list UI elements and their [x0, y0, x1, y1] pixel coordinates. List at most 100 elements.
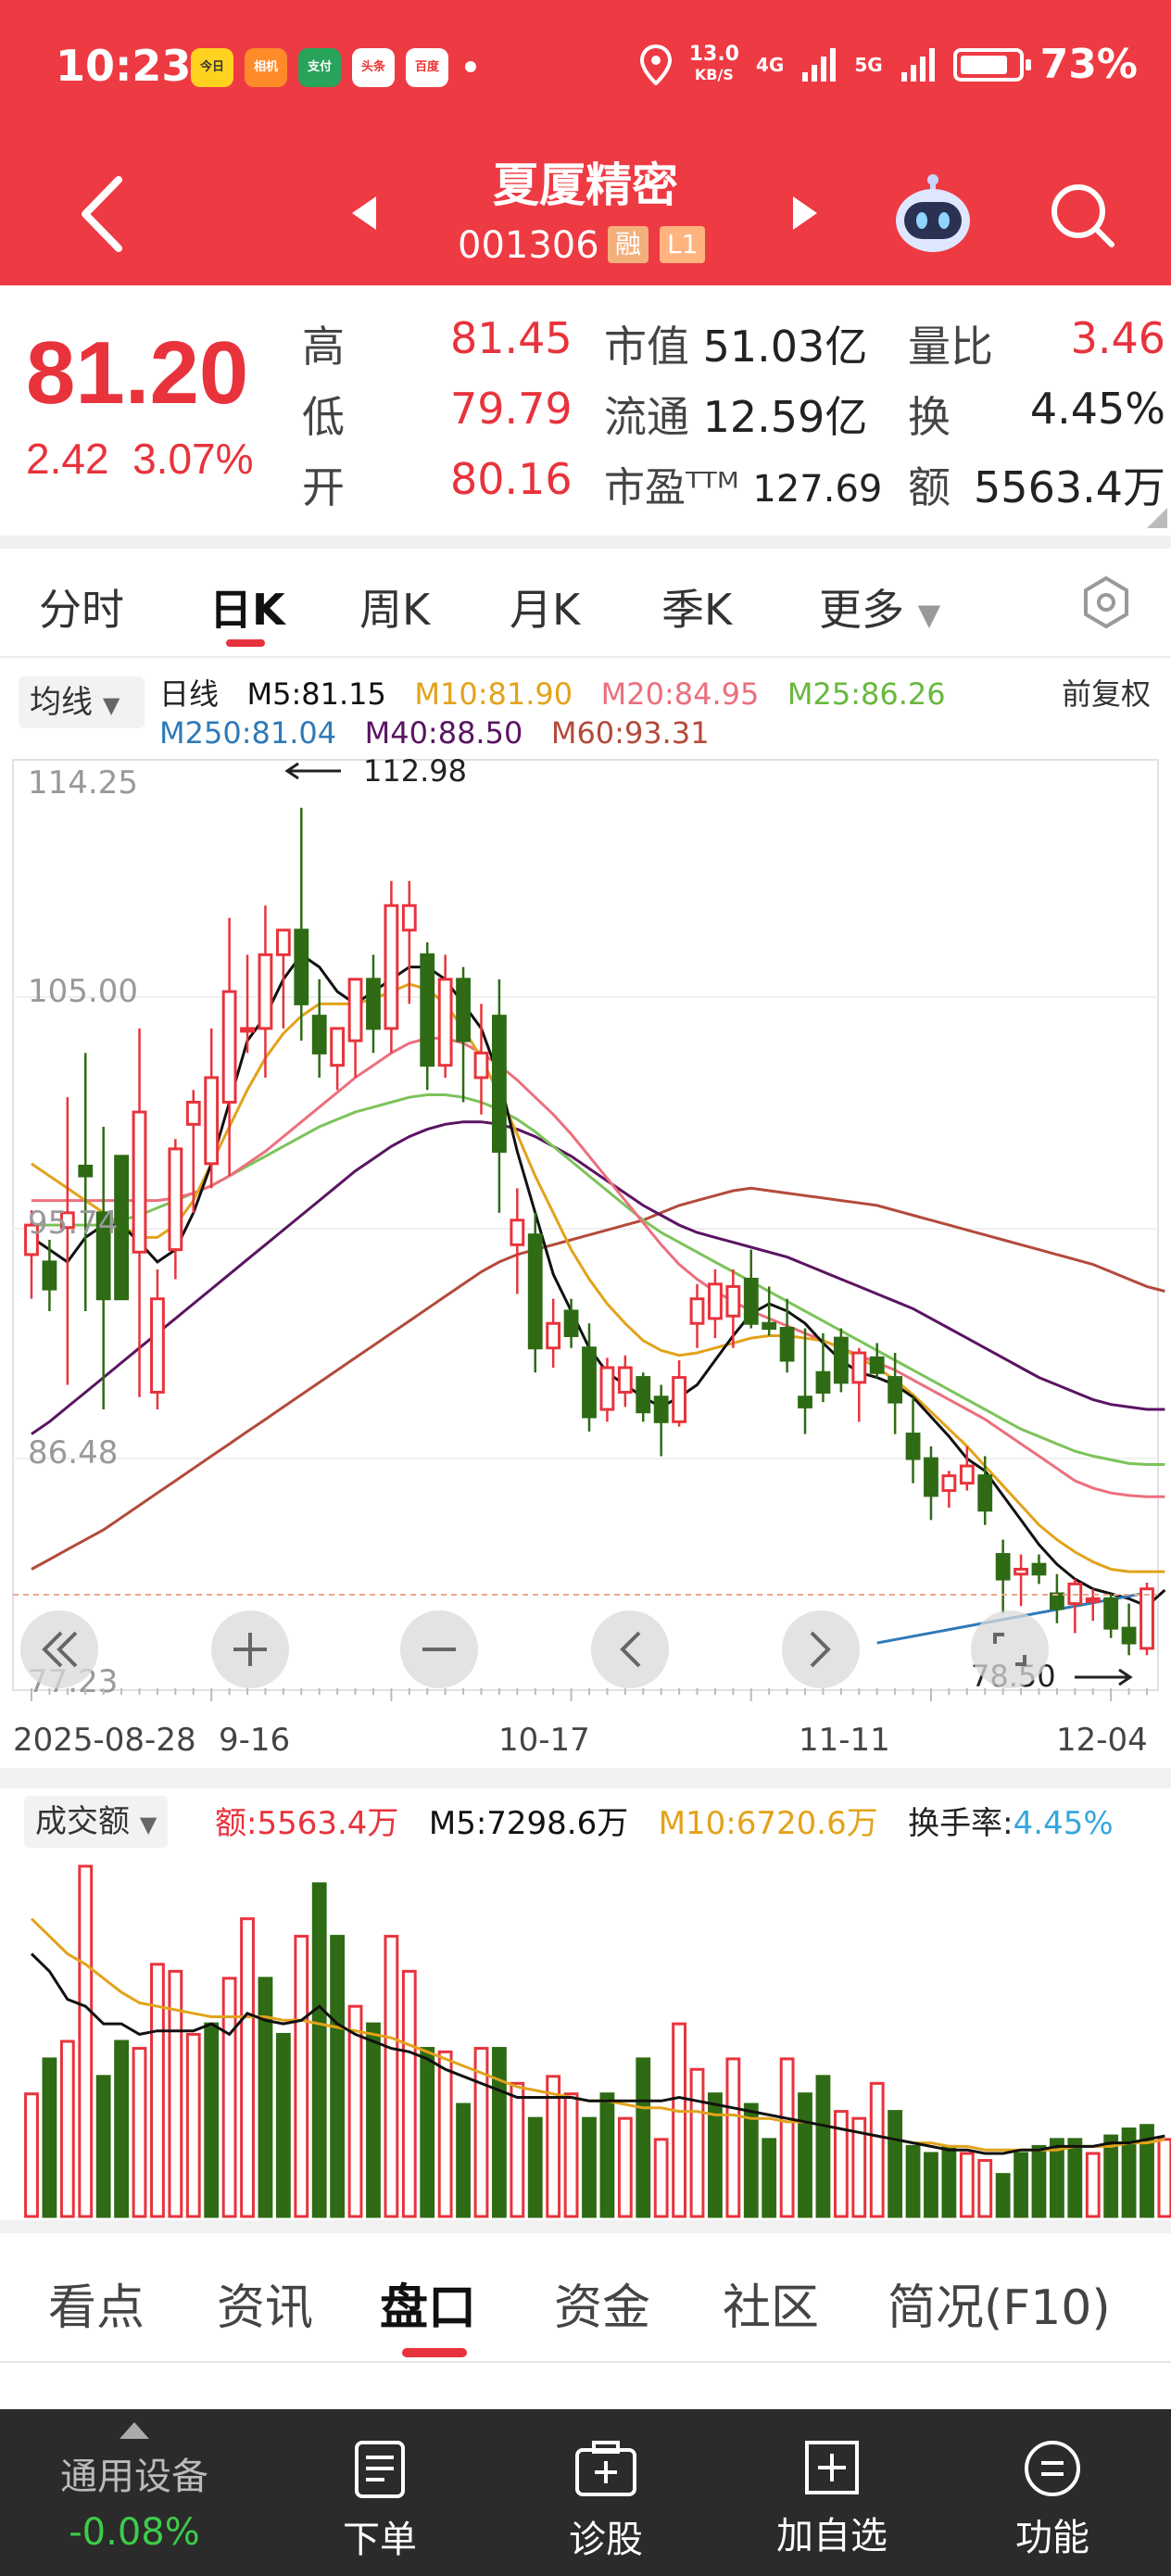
search-icon[interactable] — [1045, 178, 1119, 252]
x-axis-date: 11-11 — [799, 1722, 890, 1759]
candle — [366, 954, 381, 1054]
candle — [311, 979, 327, 1078]
vol_ma10-line — [30, 1917, 1165, 2152]
scroll-left-button[interactable] — [591, 1610, 669, 1688]
tab-more[interactable]: 更多 ▼ — [819, 585, 941, 635]
candle — [527, 1212, 543, 1373]
candle — [851, 1347, 867, 1422]
sector-indicator[interactable]: 通用设备 -0.08% — [28, 2409, 241, 2576]
volume-bar — [672, 2022, 687, 2218]
tab-intraday[interactable]: 分时 — [39, 585, 124, 635]
volume-bar — [384, 1935, 399, 2218]
previous-stock-icon[interactable] — [348, 195, 380, 232]
volume-bar — [456, 2102, 471, 2218]
candle — [114, 1155, 130, 1301]
period-tabs: 分时 日K 周K 月K 季K 更多 ▼ — [0, 549, 1171, 658]
zoom-out-button[interactable] — [400, 1610, 478, 1688]
network-4g: 4G — [755, 53, 785, 76]
volume-bar — [941, 2144, 957, 2218]
volume-bar — [546, 2075, 561, 2218]
add-watchlist-button[interactable]: 加自选 — [739, 2409, 925, 2576]
y-axis-label: 95.74 — [28, 1205, 118, 1242]
tab-daily-k[interactable]: 日K — [209, 585, 285, 635]
candle — [924, 1446, 938, 1521]
volume-ratio-value: 3.46 — [1070, 313, 1165, 363]
m10-line — [31, 982, 1165, 1573]
y-axis-label: 114.25 — [28, 764, 138, 802]
tab-news[interactable]: 资讯 — [217, 2280, 314, 2336]
tab-community[interactable]: 社区 — [723, 2280, 820, 2336]
y-axis-label: 86.48 — [28, 1434, 118, 1471]
volume-bar — [924, 2152, 938, 2218]
volume-chart[interactable] — [0, 1857, 1171, 2220]
ma-legend-row1: 日线 M5:81.15 M10:81.90 M20:84.95 M25:86.2… — [159, 676, 946, 712]
m25-line — [31, 1093, 1165, 1466]
scroll-right-button[interactable] — [782, 1610, 860, 1688]
zoom-in-button[interactable] — [211, 1610, 289, 1688]
order-button[interactable]: 下单 — [287, 2409, 472, 2576]
divider — [0, 1768, 1171, 1788]
notification-app-icon: 今日 — [191, 48, 233, 87]
tab-capital-flow[interactable]: 资金 — [554, 2280, 651, 2336]
volume-bar — [815, 2075, 831, 2218]
volume-bar — [294, 1935, 309, 2218]
candle — [995, 1539, 1011, 1614]
ai-assistant-icon[interactable] — [891, 172, 975, 256]
restoration-mode[interactable]: 前复权 — [1061, 676, 1151, 712]
volume-bar — [311, 1882, 327, 2218]
tab-quarterly-k[interactable]: 季K — [661, 585, 733, 635]
candle — [1014, 1554, 1028, 1607]
active-tab-indicator — [226, 639, 265, 647]
candle — [420, 942, 435, 1091]
volume-indicator-selector[interactable]: 成交额 ▼ — [24, 1796, 169, 1848]
candle — [59, 1097, 75, 1385]
pe-ttm: 市盈ᵀᵀᴹ 127.69 — [604, 464, 883, 511]
volume-ratio-label: 量比 — [908, 322, 993, 372]
detail-tabs: 看点 资讯 盘口 资金 社区 简况(F10) — [0, 2233, 1171, 2363]
network-5g: 5G — [854, 53, 883, 76]
candle — [708, 1269, 723, 1339]
candle — [294, 807, 309, 1042]
tab-order-book[interactable]: 盘口 — [380, 2280, 477, 2336]
functions-button[interactable]: 功能 — [960, 2409, 1145, 2576]
volume-bar — [275, 2032, 291, 2218]
fullscreen-button[interactable] — [971, 1610, 1049, 1688]
chart-settings-icon[interactable] — [1078, 575, 1134, 630]
volume-bar — [689, 2067, 705, 2218]
next-stock-icon[interactable] — [789, 195, 821, 232]
candle — [762, 1286, 777, 1336]
volume-bar — [779, 2057, 795, 2218]
add-watchlist-icon — [805, 2441, 859, 2494]
kline-chart[interactable]: 114.25 105.00 95.74 86.48 77.23 112.98 7… — [0, 756, 1171, 1701]
stock-nav: 夏厦精密 001306 融 L1 — [0, 139, 1171, 285]
volume-bar — [366, 2022, 381, 2218]
diagnose-button[interactable]: 诊股 — [513, 2409, 699, 2576]
candle — [905, 1396, 921, 1484]
volume-bar — [59, 2039, 75, 2218]
candle — [977, 1456, 993, 1525]
tab-weekly-k[interactable]: 周K — [359, 585, 431, 635]
tab-highlights[interactable]: 看点 — [48, 2280, 145, 2336]
tab-f10-profile[interactable]: 简况(F10) — [888, 2280, 1111, 2336]
tab-monthly-k[interactable]: 月K — [510, 585, 581, 635]
x-axis-date: 9-16 — [219, 1722, 291, 1759]
volume-bar — [204, 2022, 220, 2218]
low-label: 低 — [302, 392, 345, 442]
expand-corner-icon[interactable] — [1147, 508, 1167, 528]
amount-label: 额 — [908, 462, 951, 512]
notification-app-icon: 支付 — [298, 48, 341, 87]
location-icon — [639, 44, 672, 85]
active-tab-indicator — [402, 2348, 467, 2357]
net-speed: 13.0 KB/S — [688, 42, 739, 83]
back-icon[interactable] — [74, 172, 130, 256]
order-icon — [355, 2441, 405, 2498]
candle — [258, 905, 273, 1078]
scroll-left-fast-button[interactable] — [20, 1610, 98, 1688]
volume-bar — [1014, 2152, 1028, 2218]
candle — [510, 1188, 525, 1294]
volume-bar — [437, 2050, 453, 2218]
volume-bar — [114, 2039, 130, 2218]
volume-bar — [869, 2081, 885, 2218]
indicator-selector[interactable]: 均线 ▼ — [19, 676, 145, 728]
divider — [0, 536, 1171, 549]
